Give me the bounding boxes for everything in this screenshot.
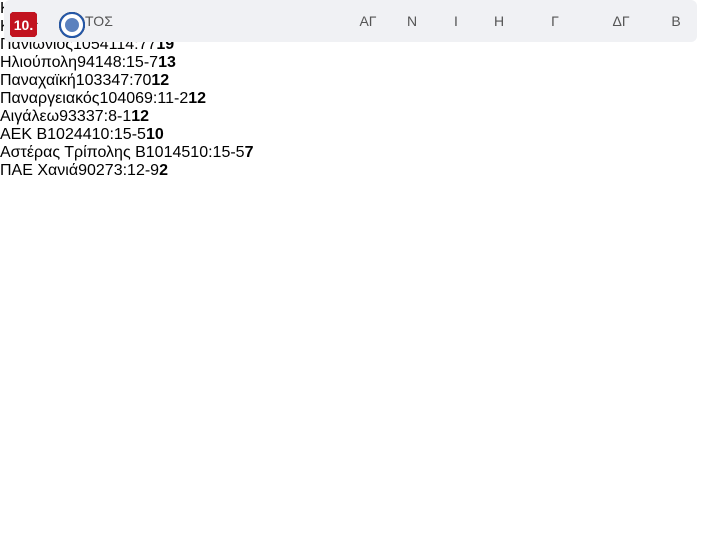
stat: 7: [104, 162, 114, 179]
stat: 4: [82, 126, 92, 143]
stat: 9:11: [144, 90, 174, 107]
column-header: Β: [671, 13, 681, 29]
column-header: Γ: [551, 13, 559, 29]
stat: 0: [86, 162, 96, 179]
stat: 4: [111, 72, 121, 89]
stat: 9: [77, 54, 86, 71]
stat: -5: [131, 126, 146, 143]
team-name: Αστέρας Τρίπολης Β: [0, 144, 146, 161]
stat: 6: [135, 90, 145, 107]
stat: -2: [173, 90, 189, 107]
stat: 3: [102, 72, 112, 89]
team-name: ΠΑΕ Χανιά: [0, 162, 79, 179]
stat: 9: [78, 162, 87, 179]
stat: 2: [95, 162, 105, 179]
table-row[interactable]: 6.Παναργειακός104069:11-212: [0, 12, 701, 108]
team-name: Αιγάλεω: [0, 108, 60, 125]
team-name: Παναργειακός: [0, 90, 100, 107]
stat: 3:12: [113, 162, 145, 179]
points: 10: [145, 126, 164, 143]
table-row[interactable]: 8.ΑΕΚ Β1024410:15-510: [0, 12, 701, 144]
stat: -9: [144, 162, 160, 179]
team-name: Ηλιούπολη: [0, 54, 78, 71]
stat: 10:15: [190, 144, 231, 161]
points: 7: [244, 144, 254, 161]
column-header: ΑΓ: [359, 13, 377, 29]
stat: 10:15: [91, 126, 132, 143]
stat: -7: [143, 54, 159, 71]
column-header: ΔΓ: [612, 13, 630, 29]
stat: 9: [59, 108, 69, 125]
points: 12: [188, 90, 207, 107]
stat: 7:7: [120, 72, 143, 89]
table-row[interactable]: 5.Παναχαϊκή103347:7012: [0, 12, 701, 90]
column-header: Ι: [454, 13, 458, 29]
stat: -1: [116, 108, 132, 125]
team-name: ΑΕΚ Β: [0, 126, 48, 143]
stat: -5: [230, 144, 245, 161]
stat: 0: [142, 72, 152, 89]
stat: 5: [90, 36, 100, 53]
column-header: Η: [493, 13, 505, 29]
table-row[interactable]: 10. ΠΑΕ Χανιά90273:12-92: [0, 12, 701, 180]
stat: 10: [99, 90, 118, 107]
column-header: Ν: [406, 13, 418, 29]
stat: 5: [181, 144, 191, 161]
stat: 1: [163, 144, 173, 161]
stat: 2: [64, 126, 74, 143]
stat: 3: [76, 108, 86, 125]
stat: 4: [117, 90, 127, 107]
points: 2: [159, 162, 168, 179]
stat: 1: [108, 36, 117, 53]
stat: 10: [145, 144, 164, 161]
stat: 1: [94, 54, 104, 71]
stat: 4: [99, 36, 109, 53]
stat: 3: [93, 72, 103, 89]
stat: 10: [47, 126, 65, 143]
table-row[interactable]: 9.Αστέρας Τρίπολης Β1014510:15-57: [0, 12, 701, 162]
table-row[interactable]: 4.Ηλιούπολη94148:15-713: [0, 12, 701, 72]
stat: 0: [126, 90, 136, 107]
points: 12: [131, 108, 150, 125]
team-name: Παναχαϊκή: [0, 72, 76, 89]
stat: 7: [147, 36, 157, 53]
stat: 3: [85, 108, 95, 125]
points: 12: [151, 72, 170, 89]
stat: 10: [75, 72, 94, 89]
stat: 3: [68, 108, 77, 125]
team-logo: [59, 12, 85, 38]
stat: 7:8: [94, 108, 117, 125]
stat: 8:15: [112, 54, 144, 71]
stat: 4: [172, 144, 182, 161]
stat: 4: [103, 54, 113, 71]
rank-badge: 10.: [10, 12, 37, 37]
stat: 4: [85, 54, 95, 71]
table-row[interactable]: 7.Αιγάλεω93337:8-112: [0, 12, 701, 126]
points: 13: [158, 54, 176, 71]
stat: 4: [73, 126, 83, 143]
